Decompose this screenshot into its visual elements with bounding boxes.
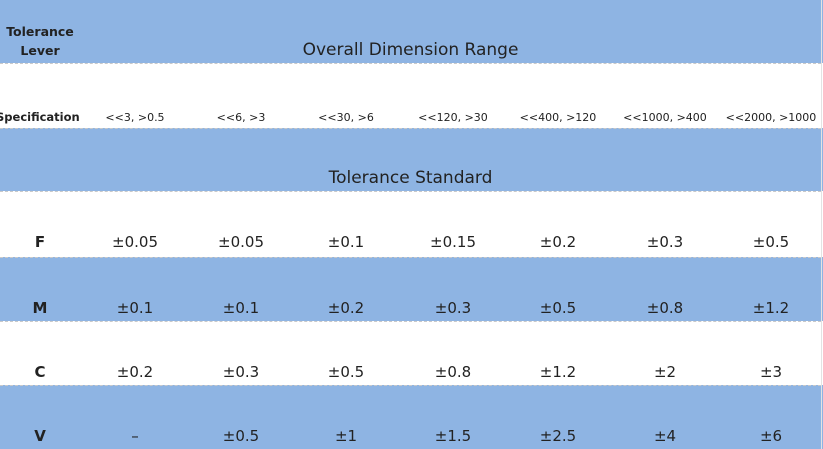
row-divider [0, 191, 821, 192]
tolerance-value: ±0.2 [116, 363, 154, 381]
tolerance-label-line1: Tolerance [6, 24, 74, 39]
tolerance-value: ±3 [759, 363, 783, 381]
specification-row: Specification <<3, >0.5 <<6, >3 <<30, >6… [0, 63, 823, 128]
spec-range-cell: <<400, >120 [519, 111, 597, 124]
tolerance-value: ±0.5 [752, 233, 790, 251]
tolerance-value: ±1 [334, 427, 358, 445]
level-name: C [34, 363, 46, 381]
row-divider [0, 385, 821, 386]
spec-range-cell: <<30, >6 [318, 111, 374, 124]
tolerance-value: – [131, 427, 139, 445]
level-row-f: F ±0.05 ±0.05 ±0.1 ±0.15 ±0.2 ±0.3 ±0.5 [0, 191, 823, 257]
level-name: M [32, 299, 48, 317]
tolerance-value: ±0.5 [222, 427, 260, 445]
spec-range-cell: <<3, >0.5 [105, 111, 165, 124]
header-row: Tolerance Lever Overall Dimension Range [0, 0, 823, 63]
tolerance-value: ±0.15 [430, 233, 476, 251]
row-divider [0, 63, 821, 64]
level-name: F [34, 233, 46, 251]
tolerance-value: ±0.2 [327, 299, 365, 317]
tolerance-value: ±0.5 [327, 363, 365, 381]
tolerance-value: ±6 [759, 427, 783, 445]
tolerance-value: ±0.8 [434, 363, 472, 381]
level-row-m: M ±0.1 ±0.1 ±0.2 ±0.3 ±0.5 ±0.8 ±1.2 [0, 257, 823, 321]
tolerance-value: ±1.2 [539, 363, 577, 381]
right-border [821, 0, 822, 449]
tolerance-label-line2: Lever [20, 43, 60, 58]
tolerance-value: ±0.1 [327, 233, 365, 251]
specification-label: Specification [0, 110, 80, 124]
tolerance-value: ±1.2 [752, 299, 790, 317]
tolerance-value: ±0.5 [539, 299, 577, 317]
spec-range-cell: <<2000, >1000 [725, 111, 817, 124]
tolerance-lever-label: Tolerance Lever [0, 22, 80, 60]
tolerance-value: ±2.5 [539, 427, 577, 445]
row-divider [0, 128, 821, 129]
tolerance-value: ±0.1 [116, 299, 154, 317]
tolerance-value: ±0.05 [112, 233, 158, 251]
row-divider [0, 321, 821, 322]
level-row-c: C ±0.2 ±0.3 ±0.5 ±0.8 ±1.2 ±2 ±3 [0, 321, 823, 385]
spec-range-cell: <<6, >3 [216, 111, 266, 124]
tolerance-value: ±0.05 [218, 233, 264, 251]
tolerance-value: ±0.3 [222, 363, 260, 381]
tolerance-value: ±0.8 [646, 299, 684, 317]
tolerance-value: ±4 [653, 427, 677, 445]
tolerance-value: ±2 [653, 363, 677, 381]
tolerance-value: ±0.1 [222, 299, 260, 317]
level-name: V [34, 427, 46, 445]
level-row-v: V – ±0.5 ±1 ±1.5 ±2.5 ±4 ±6 [0, 385, 823, 449]
row-divider [0, 257, 821, 258]
tolerance-value: ±0.2 [539, 233, 577, 251]
tolerance-value: ±0.3 [646, 233, 684, 251]
tolerance-standard-title: Tolerance Standard [328, 168, 493, 188]
tolerance-value: ±1.5 [434, 427, 472, 445]
overall-dimension-title: Overall Dimension Range [302, 40, 519, 60]
standard-title-row: Tolerance Standard [0, 128, 823, 191]
spec-range-cell: <<120, >30 [418, 111, 488, 124]
spec-range-cell: <<1000, >400 [623, 111, 707, 124]
tolerance-value: ±0.3 [434, 299, 472, 317]
